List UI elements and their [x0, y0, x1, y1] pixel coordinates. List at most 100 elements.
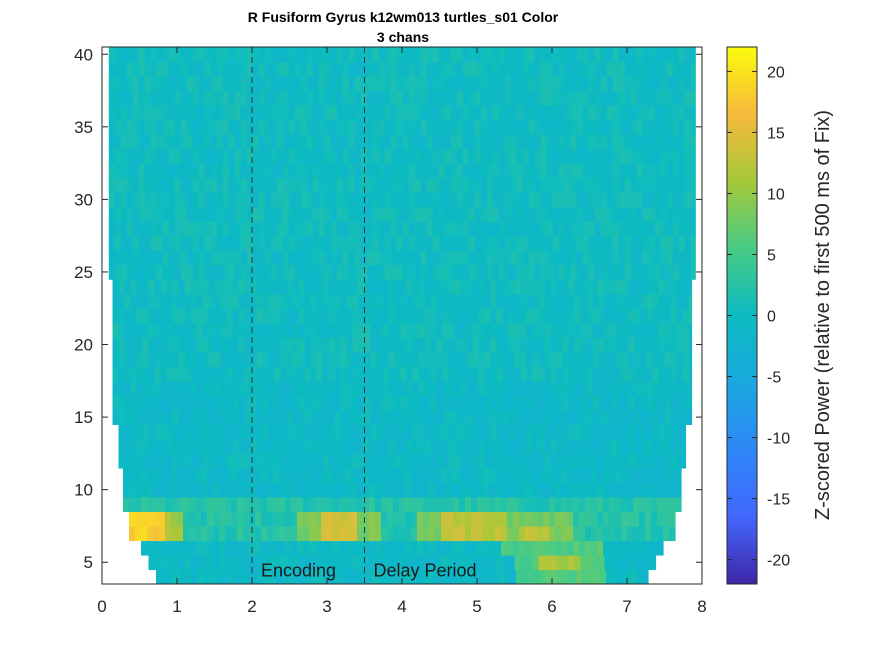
heatmap-cell	[348, 105, 356, 121]
heatmap-cell	[586, 293, 594, 309]
heatmap-cell	[460, 453, 468, 469]
heatmap-cell	[132, 206, 140, 222]
heatmap-cell	[324, 206, 332, 222]
heatmap-cell	[690, 264, 696, 280]
heatmap-cell	[318, 134, 326, 150]
heatmap-cell	[514, 409, 522, 425]
heatmap-cell	[621, 482, 628, 498]
heatmap-cell	[525, 511, 532, 527]
heatmap-cell	[354, 569, 361, 584]
heatmap-cell	[408, 134, 416, 150]
heatmap-cell	[646, 554, 654, 571]
heatmap-cell	[124, 453, 132, 469]
heatmap-cell	[358, 293, 366, 309]
heatmap-cell	[588, 177, 596, 193]
heatmap-cell	[364, 337, 372, 353]
heatmap-cell	[444, 264, 452, 280]
heatmap-cell	[237, 496, 244, 513]
heatmap-cell	[600, 163, 608, 179]
heatmap-cell	[244, 293, 252, 309]
heatmap-cell	[150, 163, 158, 179]
heatmap-cell	[570, 569, 577, 584]
heatmap-cell	[286, 554, 294, 571]
heatmap-cell	[618, 250, 626, 266]
heatmap-cell	[354, 148, 362, 164]
heatmap-cell	[438, 206, 446, 222]
heatmap-cell	[466, 279, 474, 295]
heatmap-cell	[378, 569, 385, 584]
heatmap-cell	[336, 163, 344, 179]
heatmap-cell	[228, 47, 236, 63]
heatmap-cell	[234, 569, 241, 584]
heatmap-cell	[600, 569, 607, 584]
heatmap-cell	[514, 308, 522, 324]
heatmap-cell	[387, 467, 394, 483]
heatmap-cell	[454, 308, 462, 324]
heatmap-cell	[334, 438, 342, 454]
heatmap-cell	[628, 279, 636, 295]
heatmap-cell	[276, 90, 284, 106]
heatmap-cell	[420, 177, 428, 193]
heatmap-cell	[516, 76, 524, 92]
heatmap-cell	[358, 337, 366, 353]
heatmap-cell	[174, 105, 182, 121]
heatmap-cell	[628, 453, 636, 469]
heatmap-cell	[570, 163, 578, 179]
heatmap-cell	[498, 119, 506, 135]
heatmap-cell	[672, 250, 680, 266]
heatmap-cell	[588, 235, 596, 251]
heatmap-cell	[420, 221, 428, 237]
heatmap-cell	[600, 192, 608, 208]
heatmap-cell	[450, 163, 458, 179]
heatmap-cell	[624, 250, 632, 266]
heatmap-cell	[534, 569, 541, 584]
heatmap-cell	[438, 569, 445, 584]
heatmap-cell	[522, 105, 530, 121]
heatmap-cell	[406, 453, 414, 469]
heatmap-cell	[360, 47, 368, 63]
heatmap-cell	[597, 482, 604, 498]
heatmap-cell	[436, 438, 444, 454]
heatmap-cell	[580, 424, 588, 440]
heatmap-cell	[576, 61, 584, 77]
heatmap-cell	[262, 424, 270, 440]
heatmap-cell	[354, 47, 362, 63]
heatmap-cell	[180, 148, 188, 164]
heatmap-cell	[606, 47, 614, 63]
heatmap-cell	[526, 322, 534, 338]
heatmap-cell	[402, 119, 410, 135]
heatmap-cell	[132, 47, 140, 63]
heatmap-cell	[166, 279, 174, 295]
heatmap-cell	[108, 264, 116, 280]
heatmap-cell	[396, 163, 404, 179]
heatmap-cell	[387, 496, 394, 513]
heatmap-cell	[222, 134, 230, 150]
heatmap-cell	[126, 206, 134, 222]
heatmap-cell	[562, 279, 570, 295]
heatmap-cell	[514, 424, 522, 440]
heatmap-cell	[510, 105, 518, 121]
heatmap-cell	[351, 525, 358, 542]
heatmap-cell	[423, 467, 430, 483]
heatmap-cell	[166, 337, 174, 353]
heatmap-cell	[436, 279, 444, 295]
heatmap-cell	[286, 438, 294, 454]
heatmap-cell	[244, 308, 252, 324]
heatmap-cell	[405, 511, 412, 527]
heatmap-cell	[666, 90, 674, 106]
heatmap-cell	[276, 206, 284, 222]
heatmap-cell	[334, 293, 342, 309]
heatmap-cell	[144, 47, 152, 63]
heatmap-cell	[249, 525, 256, 542]
heatmap-cell	[510, 47, 518, 63]
heatmap-cell	[432, 61, 440, 77]
heatmap-cell	[568, 424, 576, 440]
heatmap-cell	[108, 250, 116, 266]
heatmap-cell	[570, 250, 578, 266]
heatmap-cell	[552, 76, 560, 92]
heatmap-cell	[441, 540, 448, 556]
heatmap-cell	[582, 177, 590, 193]
heatmap-cell	[690, 148, 696, 164]
heatmap-cell	[162, 264, 170, 280]
heatmap-cell	[684, 119, 692, 135]
